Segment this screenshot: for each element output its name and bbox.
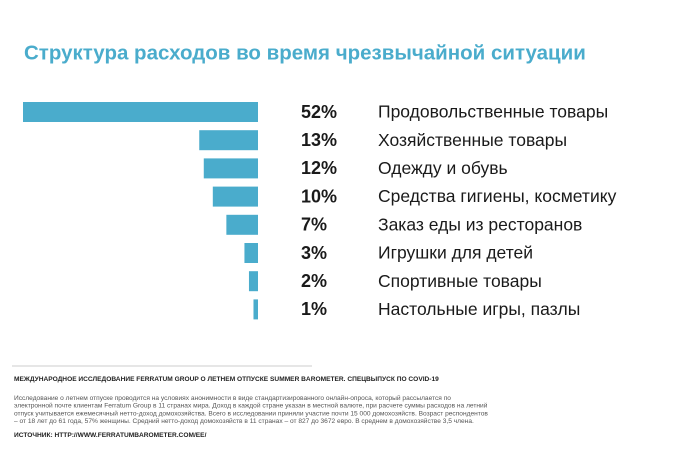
footer-note: электронной почте клиентам Ferratum Grou… [14,402,488,410]
category-label: Средства гигиены, косметику [378,186,617,206]
value-label: 1% [301,299,327,319]
value-label: 10% [301,186,337,206]
bar [203,158,258,179]
category-label: Продовольственные товары [378,102,608,122]
category-label: Заказ еды из ресторанов [378,214,582,234]
category-label: Спортивные товары [378,271,542,291]
bar [199,130,258,151]
bar [253,299,258,320]
footer-source: ИСТОЧНИК: HTTP://WWW.FERRATUMBAROMETER.C… [14,432,207,439]
footer-note: Исследование о летнем отпуске проводится… [14,394,451,402]
value-label: 3% [301,243,327,263]
category-label: Одежду и обувь [378,158,508,178]
value-label: 52% [301,102,337,122]
bar [226,214,258,235]
category-label: Настольные игры, пазлы [378,299,580,319]
bar [212,186,258,207]
value-label: 13% [301,130,337,150]
footer-note: отпуск учитывается ежемесячный нетто-дох… [14,409,488,417]
value-label: 7% [301,215,327,235]
footer-note: – от 18 лет до 61 года, 57% женщины. Сре… [14,417,474,425]
footer-heading: МЕЖДУНАРОДНОЕ ИССЛЕДОВАНИЕ FERRATUM GROU… [14,376,439,383]
chart-title: Структура расходов во время чрезвычайной… [24,41,586,64]
bar [244,243,258,263]
value-label: 2% [301,271,327,291]
category-label: Игрушки для детей [378,243,533,263]
bar [248,271,258,292]
value-label: 12% [301,158,337,178]
bar [23,102,258,122]
category-label: Хозяйственные товары [378,130,567,150]
